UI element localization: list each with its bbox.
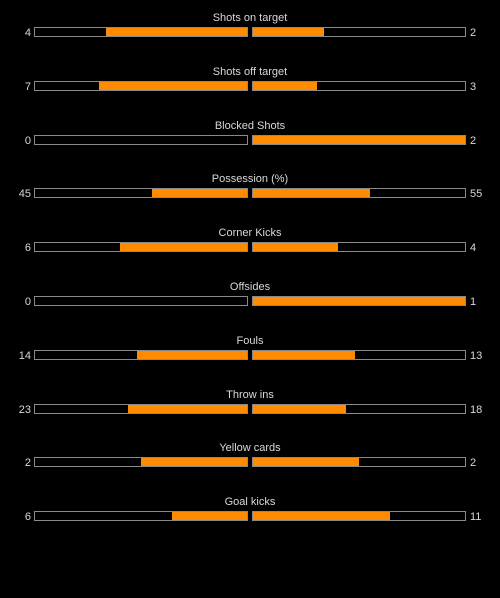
away-bar-fill xyxy=(253,404,347,413)
away-value: 4 xyxy=(470,242,477,255)
home-value: 4 xyxy=(24,27,31,39)
stat-label: Throw ins xyxy=(226,388,274,401)
away-value: 2 xyxy=(470,27,477,39)
stat-row: Shots on target 4 2 xyxy=(0,10,500,64)
stat-row: Yellow cards 2 2 xyxy=(0,440,500,494)
stat-row: Corner Kicks 6 4 xyxy=(0,225,500,279)
away-bar-fill xyxy=(253,243,338,252)
away-bar-fill xyxy=(253,81,317,90)
home-value: 45 xyxy=(18,188,31,201)
home-bar xyxy=(34,457,248,468)
stat-label: Corner Kicks xyxy=(218,227,282,240)
away-bar-fill xyxy=(253,28,324,36)
home-bar xyxy=(34,27,248,37)
home-bar-fill xyxy=(136,350,247,359)
home-bar xyxy=(34,242,248,253)
away-bar-fill xyxy=(253,135,465,144)
away-bar-fill xyxy=(253,350,355,359)
stat-row: Offsides 0 1 xyxy=(0,279,500,333)
home-bar xyxy=(34,511,248,522)
home-value: 0 xyxy=(24,295,31,308)
match-stats-list: Shots on target 4 2 Shots off target 7 3… xyxy=(0,10,500,548)
stat-label: Offsides xyxy=(229,280,271,293)
away-bar-fill xyxy=(253,296,465,305)
home-bar xyxy=(34,295,248,306)
stat-row: Shots off target 7 3 xyxy=(0,64,500,118)
stat-label: Shots off target xyxy=(212,65,288,78)
home-bar-fill xyxy=(128,404,247,413)
home-value: 14 xyxy=(18,349,31,362)
home-bar xyxy=(34,403,248,414)
home-bar xyxy=(34,188,248,199)
home-value: 2 xyxy=(24,457,31,470)
away-bar xyxy=(252,403,466,414)
home-value: 7 xyxy=(24,80,31,93)
home-bar-fill xyxy=(105,28,247,36)
stat-label: Fouls xyxy=(236,334,264,347)
stat-row: Blocked Shots 0 2 xyxy=(0,118,500,172)
away-value: 18 xyxy=(470,403,483,416)
home-bar xyxy=(34,80,248,91)
away-value: 2 xyxy=(470,457,477,470)
away-bar-fill xyxy=(253,458,359,467)
stat-label: Yellow cards xyxy=(219,442,281,455)
stat-row: Possession (%) 45 55 xyxy=(0,171,500,225)
away-value: 1 xyxy=(470,295,477,308)
away-bar xyxy=(252,295,466,306)
away-bar xyxy=(252,511,466,522)
away-value: 2 xyxy=(470,134,477,147)
away-value: 3 xyxy=(470,80,477,93)
away-bar xyxy=(252,80,466,91)
home-bar-fill xyxy=(151,189,247,198)
away-value: 13 xyxy=(470,349,483,362)
home-bar-fill xyxy=(119,243,247,252)
away-value: 55 xyxy=(470,188,483,201)
home-bar-fill xyxy=(141,458,247,467)
stat-label: Goal kicks xyxy=(224,496,276,509)
away-bar-fill xyxy=(253,512,391,521)
away-bar xyxy=(252,457,466,468)
away-bar-fill xyxy=(253,189,370,198)
stat-row: Throw ins 23 18 xyxy=(0,387,500,441)
stat-label: Possession (%) xyxy=(211,173,289,186)
home-bar-fill xyxy=(172,512,247,521)
away-bar xyxy=(252,349,466,360)
home-value: 0 xyxy=(24,134,31,147)
stat-label: Shots on target xyxy=(212,12,288,24)
away-bar xyxy=(252,27,466,37)
home-bar xyxy=(34,134,248,145)
stat-row: Fouls 14 13 xyxy=(0,333,500,387)
away-bar xyxy=(252,242,466,253)
home-bar-fill xyxy=(98,81,247,90)
home-bar xyxy=(34,349,248,360)
home-value: 23 xyxy=(18,403,31,416)
home-value: 6 xyxy=(24,242,31,255)
home-value: 6 xyxy=(24,511,31,524)
away-value: 11 xyxy=(470,511,482,524)
stat-row: Goal kicks 6 11 xyxy=(0,494,500,548)
stat-label: Blocked Shots xyxy=(214,119,286,132)
away-bar xyxy=(252,188,466,199)
away-bar xyxy=(252,134,466,145)
